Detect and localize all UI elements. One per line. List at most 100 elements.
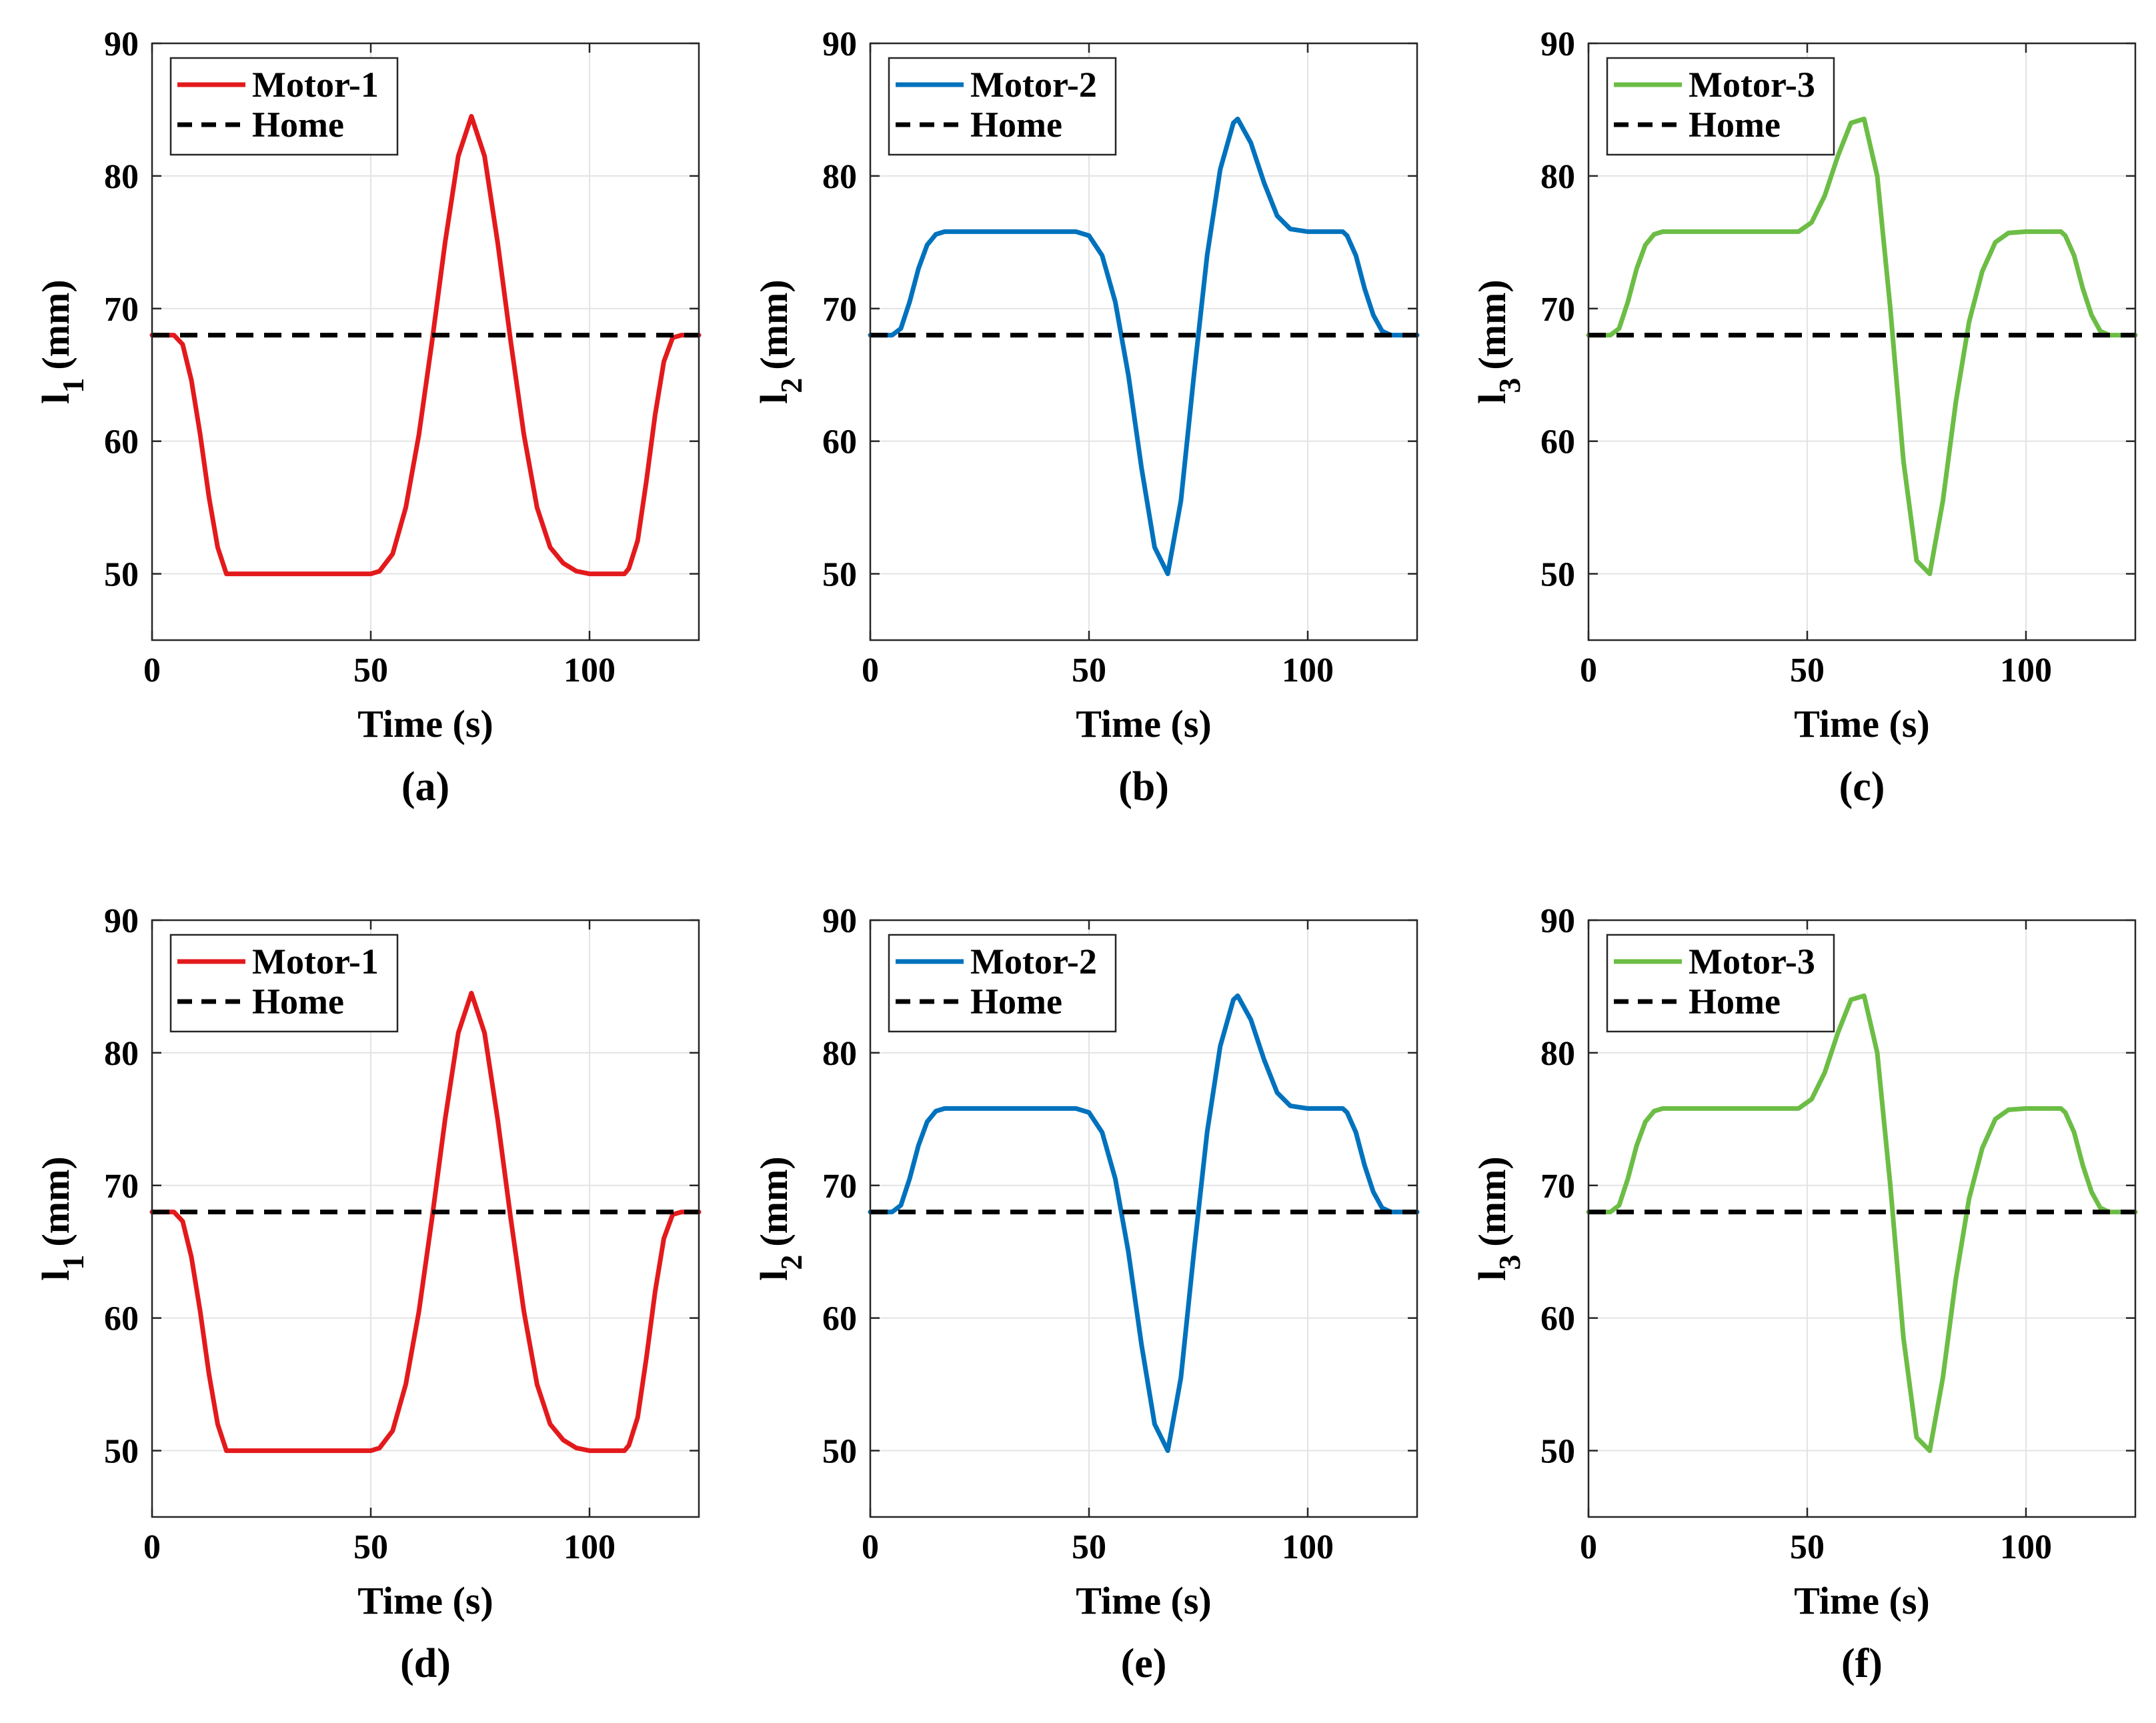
axes-box	[151, 919, 700, 1518]
y-axis-label-unit: (mm)	[34, 1156, 77, 1246]
legend-label: Home	[252, 982, 344, 1022]
legend-label: Home	[1689, 982, 1781, 1022]
y-tick-label: 60	[104, 423, 139, 461]
y-axis-label-unit: (mm)	[752, 279, 796, 369]
panel-label: (f)	[1841, 1641, 1883, 1686]
y-tick-label: 70	[1540, 1168, 1575, 1206]
legend-box	[888, 934, 1117, 1033]
y-axis-label: l3 (mm)	[1470, 1156, 1526, 1280]
legend-label: Motor-3	[1689, 65, 1815, 105]
y-axis-label-subscript: 1	[56, 1255, 90, 1270]
y-axis-label: l1 (mm)	[34, 279, 90, 403]
y-tick-label: 90	[822, 25, 857, 63]
x-tick-label: 0	[143, 651, 161, 689]
y-tick-label: 50	[104, 1433, 139, 1471]
legend-label: Home	[970, 982, 1062, 1022]
x-tick-label: 0	[1580, 651, 1597, 689]
y-tick-label: 70	[1540, 291, 1575, 329]
y-axis-label: l2 (mm)	[752, 1156, 808, 1280]
y-tick-label: 90	[104, 902, 139, 940]
legend-label: Home	[252, 105, 344, 145]
y-tick-label: 60	[104, 1300, 139, 1338]
x-tick-label: 0	[143, 1528, 161, 1566]
x-axis-label: Time (s)	[357, 702, 493, 745]
y-tick-label: 80	[822, 1035, 857, 1073]
panel-label: (a)	[401, 764, 449, 809]
legend-box	[1606, 57, 1835, 156]
y-axis-label-base: l	[1470, 393, 1514, 404]
x-tick-label: 0	[1580, 1528, 1597, 1566]
series-line-motor-1	[149, 113, 702, 577]
y-tick-label: 70	[104, 291, 139, 329]
y-axis-label-unit: (mm)	[752, 1156, 796, 1246]
y-tick-label: 90	[104, 25, 139, 63]
y-tick-label: 80	[104, 1035, 139, 1073]
x-axis-label: Time (s)	[1076, 702, 1212, 745]
y-tick-label: 60	[822, 423, 857, 461]
y-tick-label: 50	[104, 556, 139, 594]
y-axis-label-base: l	[752, 393, 796, 404]
y-tick-label: 80	[1540, 1035, 1575, 1073]
y-tick-label: 60	[822, 1300, 857, 1338]
panel-a: 0 50 100 50 60 70 80 90 Time (s) l1 (mm) (a) Motor-1…	[34, 25, 702, 809]
series-line-motor-3	[1586, 116, 2138, 577]
axes-box	[869, 919, 1418, 1518]
axes-box	[151, 42, 700, 641]
legend-label: Motor-2	[970, 65, 1097, 105]
panel-f: 0 50 100 50 60 70 80 90 Time (s) l3 (mm) (f) Motor-3…	[1470, 902, 2138, 1686]
y-tick-label: 80	[822, 158, 857, 196]
y-axis-label-unit: (mm)	[1470, 1156, 1514, 1246]
x-axis-label: Time (s)	[1794, 702, 1930, 745]
legend-label: Home	[1689, 105, 1781, 145]
legend-box	[169, 57, 399, 156]
y-axis-label: l1 (mm)	[34, 1156, 90, 1280]
series-line-motor-1	[149, 990, 702, 1454]
legend-label: Motor-1	[252, 65, 379, 105]
y-tick-label: 50	[1540, 1433, 1575, 1471]
x-axis-label: Time (s)	[1076, 1579, 1212, 1622]
y-axis-label-subscript: 3	[1492, 378, 1526, 393]
x-tick-label: 100	[564, 651, 616, 689]
x-tick-label: 0	[862, 651, 879, 689]
y-tick-label: 50	[822, 1433, 857, 1471]
y-tick-label: 90	[1540, 902, 1575, 940]
x-tick-label: 100	[2000, 651, 2052, 689]
y-tick-label: 70	[104, 1168, 139, 1206]
y-axis-label-subscript: 1	[56, 378, 90, 393]
x-tick-label: 50	[353, 1528, 388, 1566]
x-tick-label: 100	[564, 1528, 616, 1566]
legend-box	[169, 934, 399, 1033]
panel-b: 0 50 100 50 60 70 80 90 Time (s) l2 (mm) (b) Motor-2…	[752, 25, 1420, 809]
panel-label: (b)	[1118, 764, 1169, 809]
y-axis-label-unit: (mm)	[1470, 279, 1514, 369]
legend-label: Motor-2	[970, 942, 1097, 982]
y-tick-label: 50	[1540, 556, 1575, 594]
x-tick-label: 50	[1790, 651, 1825, 689]
x-tick-label: 50	[1072, 651, 1106, 689]
y-axis-label-base: l	[34, 393, 77, 404]
x-tick-label: 50	[1790, 1528, 1825, 1566]
x-tick-label: 100	[1282, 651, 1334, 689]
y-tick-label: 80	[104, 158, 139, 196]
x-tick-label: 50	[353, 651, 388, 689]
x-tick-label: 0	[862, 1528, 879, 1566]
legend-label: Motor-1	[252, 942, 379, 982]
series-line-motor-3	[1586, 993, 2138, 1454]
y-tick-label: 70	[822, 291, 857, 329]
axes-box	[1587, 919, 2137, 1518]
panel-e: 0 50 100 50 60 70 80 90 Time (s) l2 (mm) (e) Motor-2…	[752, 902, 1420, 1686]
y-axis-label: l3 (mm)	[1470, 279, 1526, 403]
y-axis-label-base: l	[1470, 1270, 1514, 1281]
legend-box	[888, 57, 1117, 156]
series-line-motor-2	[868, 116, 1420, 577]
panel-d: 0 50 100 50 60 70 80 90 Time (s) l1 (mm) (d) Motor-1…	[34, 902, 702, 1686]
panel-label: (e)	[1121, 1641, 1167, 1686]
x-tick-label: 100	[1282, 1528, 1334, 1566]
x-axis-label: Time (s)	[357, 1579, 493, 1622]
y-axis-label-unit: (mm)	[34, 279, 77, 369]
